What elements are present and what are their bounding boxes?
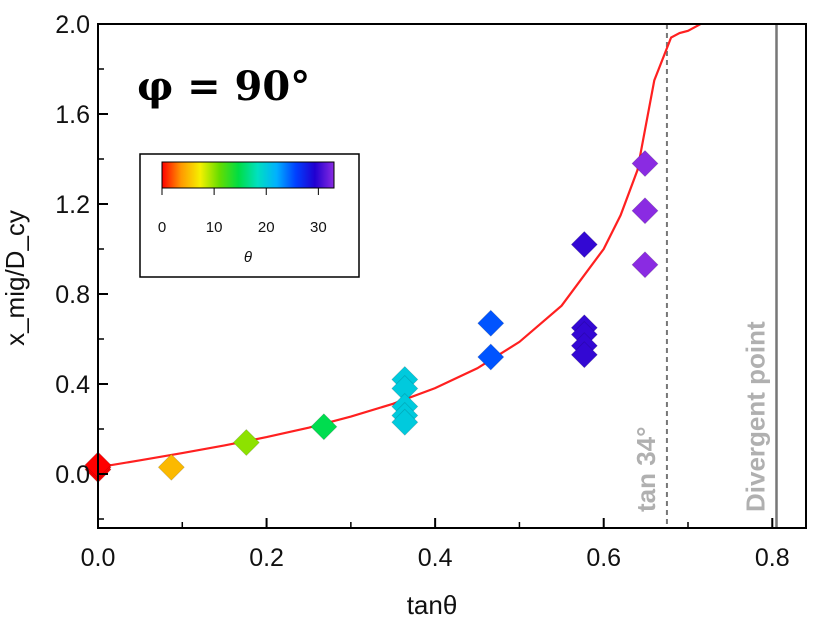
data-point bbox=[631, 149, 659, 178]
data-point bbox=[631, 197, 659, 225]
y-tick-label: 0.0 bbox=[55, 461, 90, 489]
data-point bbox=[570, 230, 598, 259]
colorbar-tick-label: 30 bbox=[310, 219, 327, 236]
y-tick-label: 2.0 bbox=[55, 11, 90, 39]
colorbar-tick-label: 20 bbox=[258, 219, 275, 236]
data-point bbox=[391, 408, 419, 436]
colorbar-legend: 0 10 20 30 θ bbox=[139, 153, 360, 278]
x-tick-label: 0.4 bbox=[418, 544, 453, 572]
x-tick-label: 0.8 bbox=[755, 544, 790, 572]
tan34-label: tan 34° bbox=[631, 426, 661, 512]
colorbar-label: θ bbox=[244, 249, 252, 266]
x-axis-title: tanθ bbox=[407, 590, 458, 620]
colorbar-tick-label: 10 bbox=[206, 219, 223, 236]
data-point bbox=[631, 251, 659, 279]
data-point bbox=[157, 453, 185, 481]
data-point bbox=[570, 341, 598, 369]
data-point bbox=[477, 309, 505, 337]
y-tick-label: 1.6 bbox=[55, 101, 90, 129]
data-point bbox=[232, 428, 260, 457]
chart-title: φ = 90° bbox=[137, 63, 310, 110]
x-tick-label: 0.0 bbox=[81, 544, 116, 572]
divergent-point-label: Divergent point bbox=[741, 321, 771, 512]
axis-ticks: 0.0 0.2 0.4 0.6 0.8 0.0 0.4 0.8 1.2 1.6 2.0 bbox=[55, 11, 789, 572]
y-tick-label: 0.8 bbox=[55, 281, 90, 309]
colorbar-tick-label: 0 bbox=[158, 219, 166, 236]
colorbar-ticks: 0 10 20 30 bbox=[158, 188, 327, 236]
data-point bbox=[477, 343, 505, 371]
y-axis-title: x_mig/D_cy bbox=[0, 210, 30, 346]
plot-frame bbox=[97, 23, 807, 529]
y-tick-label: 1.2 bbox=[55, 191, 90, 219]
x-tick-label: 0.2 bbox=[249, 544, 284, 572]
data-point bbox=[310, 413, 338, 441]
y-tick-label: 0.4 bbox=[55, 371, 90, 399]
colorbar bbox=[161, 161, 335, 189]
data-points bbox=[84, 149, 659, 484]
vertical-reference-lines bbox=[665, 24, 778, 528]
x-tick-label: 0.6 bbox=[586, 544, 621, 572]
